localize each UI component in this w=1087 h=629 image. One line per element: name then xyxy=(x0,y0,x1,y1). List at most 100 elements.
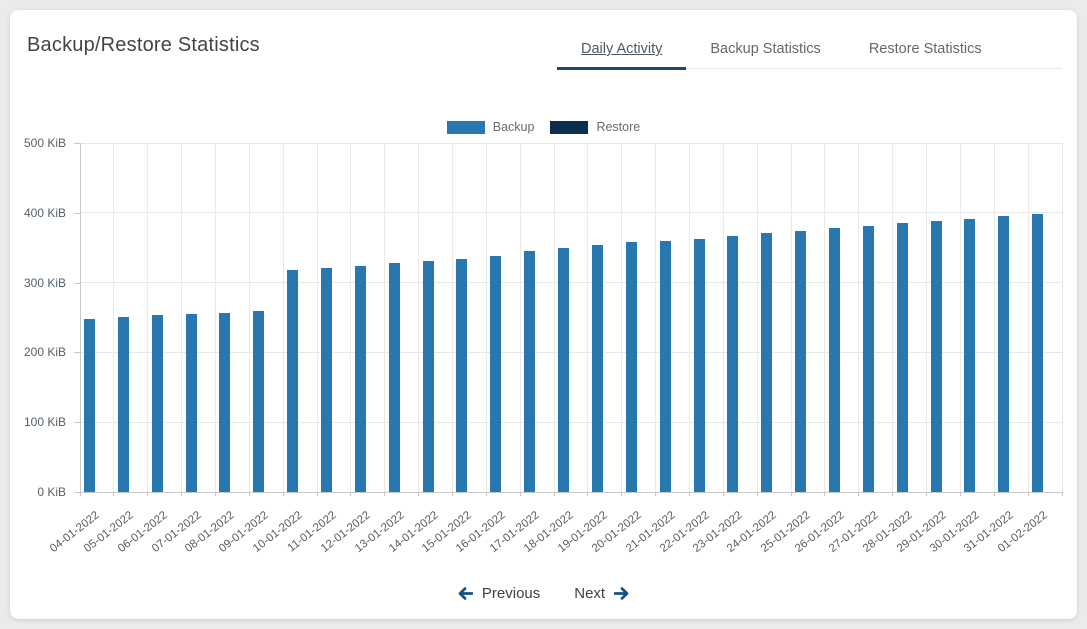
y-axis-label: 300 KiB xyxy=(23,275,66,290)
x-gridline xyxy=(824,143,826,492)
bar-backup[interactable] xyxy=(253,310,265,492)
backup-restore-panel: Backup/Restore Statistics Daily Activity… xyxy=(10,10,1077,619)
x-axis-tick xyxy=(451,492,453,496)
y-axis-label: 200 KiB xyxy=(23,345,66,360)
x-gridline xyxy=(485,143,487,492)
bar-backup[interactable] xyxy=(693,238,705,492)
x-axis-tick xyxy=(892,492,894,496)
legend-label-restore: Restore xyxy=(596,120,641,134)
x-axis-tick xyxy=(1061,492,1063,496)
bar-backup[interactable] xyxy=(524,251,536,492)
bar-backup[interactable] xyxy=(727,235,739,492)
bar-backup[interactable] xyxy=(185,314,197,492)
x-axis-tick xyxy=(587,492,589,496)
previous-label: Previous xyxy=(481,585,541,602)
x-gridline xyxy=(621,143,623,492)
x-gridline xyxy=(858,143,860,492)
arrow-left-icon xyxy=(458,587,473,600)
bar-backup[interactable] xyxy=(388,263,400,492)
bar-backup[interactable] xyxy=(964,219,976,492)
bar-chart-plot-area: 0 KiB 100 KiB 200 KiB 300 KiB 400 KiB 500 KiB… xyxy=(24,136,1063,555)
next-button[interactable]: Next xyxy=(574,585,631,602)
y-axis-label: 0 KiB xyxy=(37,485,66,499)
bar-backup[interactable] xyxy=(659,240,671,492)
bar-backup[interactable] xyxy=(930,221,942,492)
bar-backup[interactable] xyxy=(490,256,502,492)
y-axis-label: 500 KiB xyxy=(23,136,66,150)
bar-backup[interactable] xyxy=(896,223,908,492)
x-axis-tick xyxy=(722,492,724,496)
bar-backup[interactable] xyxy=(151,315,163,492)
x-axis-tick xyxy=(79,492,81,496)
x-gridline xyxy=(1027,143,1029,492)
x-axis-tick xyxy=(858,492,860,496)
bar-backup[interactable] xyxy=(625,242,637,492)
y-gridline xyxy=(80,142,1062,144)
x-axis-tick xyxy=(790,492,792,496)
y-gridline xyxy=(80,492,1062,493)
bar-backup[interactable] xyxy=(998,216,1010,492)
x-gridline xyxy=(147,143,149,492)
x-axis-tick xyxy=(384,492,386,496)
y-axis-label: 400 KiB xyxy=(23,205,66,220)
x-axis-tick xyxy=(248,492,250,496)
bar-backup[interactable] xyxy=(828,228,840,492)
y-axis-tick xyxy=(74,212,80,214)
x-axis-tick xyxy=(214,492,216,496)
x-gridline xyxy=(1061,143,1063,492)
bar-backup[interactable] xyxy=(456,258,468,492)
x-axis-tick xyxy=(756,492,758,496)
bar-backup[interactable] xyxy=(84,318,95,492)
chart-legend: Backup Restore xyxy=(10,120,1077,134)
tab-restore-statistics[interactable]: Restore Statistics xyxy=(868,41,982,57)
previous-button[interactable]: Previous xyxy=(456,585,540,602)
x-gridline xyxy=(790,143,792,492)
x-axis-tick xyxy=(824,492,826,496)
x-gridline xyxy=(79,143,81,492)
y-gridline xyxy=(80,421,1062,423)
bar-backup[interactable] xyxy=(219,312,231,492)
restore-swatch-icon xyxy=(550,120,589,134)
x-axis-tick xyxy=(655,492,657,496)
arrow-right-icon xyxy=(614,587,629,600)
legend-label-backup: Backup xyxy=(492,120,535,134)
x-gridline xyxy=(113,143,115,492)
x-gridline xyxy=(959,143,961,492)
y-gridline xyxy=(80,282,1062,284)
bar-backup[interactable] xyxy=(1032,214,1044,492)
x-axis-tick xyxy=(181,492,183,496)
x-gridline xyxy=(892,143,894,492)
backup-swatch-icon xyxy=(446,120,485,134)
bar-backup[interactable] xyxy=(321,267,333,492)
x-axis-tick xyxy=(282,492,284,496)
x-gridline xyxy=(181,143,183,492)
x-gridline xyxy=(384,143,386,492)
x-gridline xyxy=(519,143,521,492)
x-axis-tick xyxy=(519,492,521,496)
x-gridline xyxy=(722,143,724,492)
bar-backup[interactable] xyxy=(795,230,807,492)
tab-daily-activity[interactable]: Daily Activity xyxy=(557,34,687,70)
x-axis-tick xyxy=(689,492,691,496)
tab-backup-statistics[interactable]: Backup Statistics xyxy=(710,41,821,57)
x-axis-tick xyxy=(350,492,352,496)
bar-backup[interactable] xyxy=(422,260,434,492)
legend-item-restore: Restore xyxy=(550,120,640,134)
bar-backup[interactable] xyxy=(287,270,299,492)
bar-backup[interactable] xyxy=(591,244,603,492)
x-gridline xyxy=(282,143,284,492)
x-gridline xyxy=(451,143,453,492)
x-axis-tick xyxy=(926,492,928,496)
y-axis-tick xyxy=(74,143,80,144)
bar-backup[interactable] xyxy=(558,247,570,492)
bar-backup[interactable] xyxy=(354,265,366,492)
tab-bar-filler xyxy=(1006,34,1062,68)
x-axis-tick xyxy=(621,492,623,496)
bar-backup[interactable] xyxy=(117,316,129,492)
bar-backup[interactable] xyxy=(761,233,773,492)
bar-backup[interactable] xyxy=(862,226,874,492)
x-gridline xyxy=(248,143,250,492)
x-gridline xyxy=(350,143,352,492)
x-gridline xyxy=(587,143,589,492)
x-gridline xyxy=(655,143,657,492)
